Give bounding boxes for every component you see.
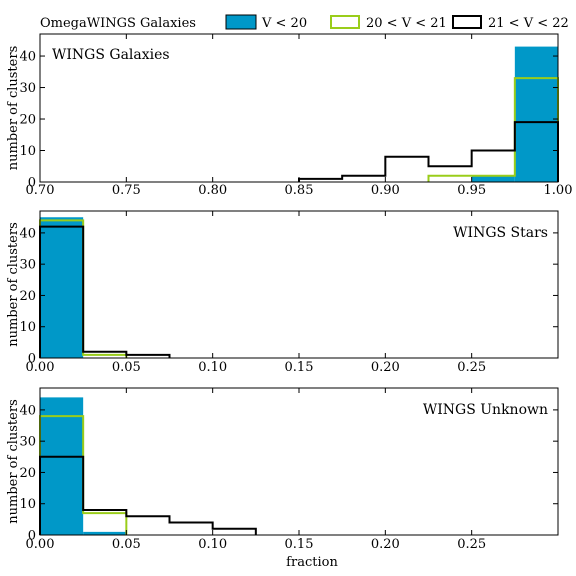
histogram-step-line	[39, 455, 257, 535]
y-tick-label: 10	[19, 497, 36, 512]
legend-label: 20 < V < 21	[366, 16, 447, 31]
histogram-bar	[471, 175, 515, 182]
y-tick-label: 0	[28, 176, 36, 191]
x-tick-label: 0.25	[457, 537, 486, 552]
x-tick-label: 0.10	[198, 360, 227, 375]
histogram-series	[39, 225, 171, 358]
legend-swatch	[452, 15, 482, 29]
x-tick-label: 0.95	[457, 183, 486, 198]
x-tick-label: 0.10	[198, 537, 227, 552]
y-tick-label: 30	[19, 435, 36, 450]
y-axis-label: number of clusters	[6, 222, 21, 347]
histogram-series	[39, 455, 257, 535]
histogram-bar	[514, 46, 558, 182]
y-tick-label: 10	[19, 144, 36, 159]
x-tick-label: 0.20	[371, 537, 400, 552]
x-tick-label: 0.15	[285, 360, 314, 375]
y-tick-label: 40	[19, 403, 36, 418]
legend-entry: V < 20	[225, 14, 307, 31]
histogram-bar	[40, 397, 84, 535]
x-tick-label: 0.85	[285, 183, 314, 198]
y-tick-label: 20	[19, 466, 36, 481]
y-tick-label: 40	[19, 226, 36, 241]
x-tick-label: 0.00	[26, 537, 55, 552]
x-tick-label: 0.20	[371, 360, 400, 375]
x-tick-label: 0.80	[198, 183, 227, 198]
legend-entry: 20 < V < 21	[330, 15, 447, 31]
panel-label: WINGS Galaxies	[52, 47, 170, 63]
x-tick-label: 0.05	[112, 537, 141, 552]
histogram-bar	[40, 217, 84, 358]
legend-swatch	[225, 14, 257, 30]
histogram-bar	[83, 531, 127, 535]
legend-swatch	[330, 15, 360, 29]
legend-entry: 21 < V < 22	[452, 15, 569, 31]
panels: 0.70 0.75 0.80 0.85 0.90 0.95 1.00010203040num…	[6, 33, 573, 570]
y-tick-label: 0	[28, 529, 36, 544]
x-tick-label: 0.05	[112, 360, 141, 375]
x-tick-label: 0.70	[26, 183, 55, 198]
x-tick-label: 0.25	[457, 360, 486, 375]
y-tick-label: 20	[19, 113, 36, 128]
x-tick-label: 0.90	[371, 183, 400, 198]
x-tick-label: 0.00	[26, 360, 55, 375]
panel-label: WINGS Stars	[453, 225, 548, 241]
y-tick-label: 0	[28, 352, 36, 367]
histogram-series	[40, 217, 84, 358]
histogram-series	[298, 121, 559, 182]
y-tick-label: 30	[19, 258, 36, 273]
y-tick-label: 20	[19, 289, 36, 304]
y-tick-label: 30	[19, 81, 36, 96]
x-axis-label: fraction	[286, 555, 338, 570]
y-axis-label: number of clusters	[6, 46, 21, 171]
figure-header: OmegaWINGS Galaxies V < 20 20 < V < 21 21 …	[40, 14, 569, 31]
x-tick-label: 0.75	[112, 183, 141, 198]
histogram-panel: 0.00 0.05 0.10 0.15 0.20 0.25 0 10 20 30 40number …	[6, 210, 559, 375]
x-tick-label: 1.00	[544, 183, 573, 198]
histogram-series	[471, 46, 558, 182]
legend: V < 20 20 < V < 21 21 < V < 22	[225, 14, 569, 31]
x-tick-label: 0.15	[285, 537, 314, 552]
histogram-step-line	[39, 225, 171, 358]
y-tick-label: 40	[19, 50, 36, 65]
legend-label: V < 20	[261, 16, 307, 31]
y-tick-label: 10	[19, 320, 36, 335]
legend-label: 21 < V < 22	[488, 16, 569, 31]
histogram-panel: 0.00 0.05 0.10 0.15 0.20 0.25 0 10 20 30 40number …	[6, 387, 559, 570]
panel-label: WINGS Unknown	[423, 402, 548, 418]
histogram-step-line	[298, 121, 559, 182]
figure-title: OmegaWINGS Galaxies	[40, 16, 196, 31]
histogram-panel: 0.70 0.75 0.80 0.85 0.90 0.95 1.00 0 10 20 30 40num…	[6, 33, 573, 198]
histogram-series	[40, 397, 127, 535]
y-axis-label: number of clusters	[6, 399, 21, 524]
